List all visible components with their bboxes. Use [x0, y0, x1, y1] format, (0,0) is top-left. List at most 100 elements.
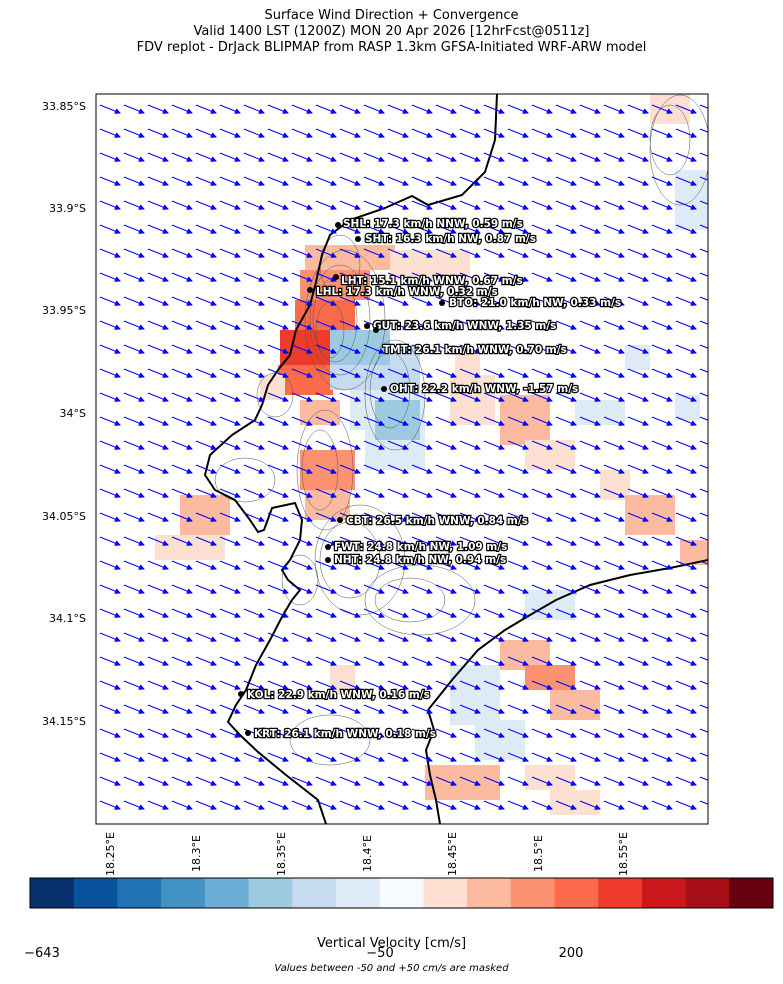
wind-vector [411, 272, 433, 282]
wind-vector [195, 464, 217, 474]
wind-vector [291, 320, 313, 330]
wind-vector [99, 248, 121, 258]
station-marker-sht[interactable] [355, 236, 361, 242]
wind-vector [627, 128, 649, 138]
wind-vector [339, 320, 361, 330]
wind-vector [531, 344, 553, 354]
wind-vector [219, 224, 241, 234]
wind-vector [195, 152, 217, 162]
station-marker-fwt[interactable] [325, 544, 331, 550]
wind-vector [147, 488, 169, 498]
convergence-cell [475, 720, 525, 760]
wind-vector [291, 176, 313, 186]
station-marker-nht[interactable] [325, 557, 331, 563]
terrain-contour [281, 554, 319, 606]
wind-vector [243, 464, 265, 474]
wind-vector [699, 440, 708, 445]
station-marker-oht[interactable] [381, 386, 387, 392]
wind-vector [219, 488, 241, 498]
wind-vector [267, 488, 289, 498]
wind-vector [651, 632, 673, 642]
wind-vector [147, 152, 169, 162]
station-marker-lht[interactable] [333, 274, 339, 280]
wind-vector [387, 728, 409, 738]
convergence-cell [550, 690, 600, 720]
wind-vector [435, 104, 457, 114]
wind-vector [147, 728, 169, 738]
station-label-gut: GUT: 23.6 km/h WNW, 1.35 m/s [373, 320, 556, 332]
wind-vector [603, 320, 625, 330]
wind-vector [555, 680, 577, 690]
wind-vector [699, 296, 708, 301]
wind-vector [387, 536, 409, 546]
wind-vector [603, 176, 625, 186]
wind-vector [675, 416, 697, 426]
wind-vector [627, 440, 649, 450]
colorbar-segment [598, 878, 643, 908]
wind-vector [99, 152, 121, 162]
wind-vector [675, 680, 697, 690]
wind-vector [459, 248, 481, 258]
wind-vector [459, 704, 481, 714]
terrain-contour [214, 457, 276, 503]
wind-vector [267, 368, 289, 378]
wind-vector [315, 176, 337, 186]
wind-vector [291, 200, 313, 210]
station-marker-gut[interactable] [364, 323, 370, 329]
wind-vector [243, 416, 265, 426]
wind-vector [363, 776, 385, 786]
wind-vector [627, 272, 649, 282]
wind-vector [99, 200, 121, 210]
wind-vector [243, 680, 265, 690]
wind-vector [579, 656, 601, 666]
wind-vector [123, 632, 145, 642]
wind-vector [459, 608, 481, 618]
wind-vector [651, 488, 673, 498]
station-marker-krt[interactable] [245, 730, 251, 736]
wind-vector [267, 224, 289, 234]
wind-vector [627, 320, 649, 330]
station-marker-cbt[interactable] [337, 517, 343, 523]
wind-vector [675, 632, 697, 642]
wind-vector [195, 416, 217, 426]
wind-vector [363, 512, 385, 522]
wind-vector [99, 224, 121, 234]
station-marker-lhl[interactable] [307, 287, 313, 293]
wind-vector [531, 440, 553, 450]
wind-vector [99, 656, 121, 666]
wind-vector [147, 776, 169, 786]
terrain-contour [364, 564, 476, 636]
wind-vector [531, 392, 553, 402]
wind-vector [411, 320, 433, 330]
station-label-tmt: TMT: 26.1 km/h WNW, 0.70 m/s [383, 344, 567, 356]
wind-vector [387, 488, 409, 498]
wind-vector [123, 728, 145, 738]
wind-vector [267, 176, 289, 186]
wind-vector [171, 512, 193, 522]
terrain-contour [301, 429, 339, 511]
wind-vector [291, 104, 313, 114]
wind-vector [363, 272, 385, 282]
wind-vector [579, 512, 601, 522]
station-marker-bto[interactable] [439, 300, 445, 306]
wind-vector [603, 248, 625, 258]
wind-vector [267, 536, 289, 546]
wind-vector [651, 728, 673, 738]
wind-vector [219, 320, 241, 330]
wind-vector [699, 536, 708, 541]
wind-vector [291, 512, 313, 522]
station-marker-shl[interactable] [335, 222, 341, 228]
wind-vector [411, 728, 433, 738]
lon-label-18-4: 18.4°E [361, 835, 374, 872]
wind-vector [675, 440, 697, 450]
wind-vector [387, 608, 409, 618]
station-marker-tmt[interactable] [373, 327, 379, 333]
wind-vector [651, 200, 673, 210]
terrain-contour [369, 351, 411, 429]
wind-vector [483, 632, 505, 642]
wind-vector [291, 392, 313, 402]
station-marker-kol[interactable] [238, 691, 244, 697]
wind-vector [291, 464, 313, 474]
wind-vector [651, 176, 673, 186]
wind-vector [531, 152, 553, 162]
